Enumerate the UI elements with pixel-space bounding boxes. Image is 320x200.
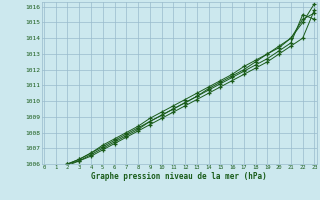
X-axis label: Graphe pression niveau de la mer (hPa): Graphe pression niveau de la mer (hPa) — [91, 172, 267, 181]
